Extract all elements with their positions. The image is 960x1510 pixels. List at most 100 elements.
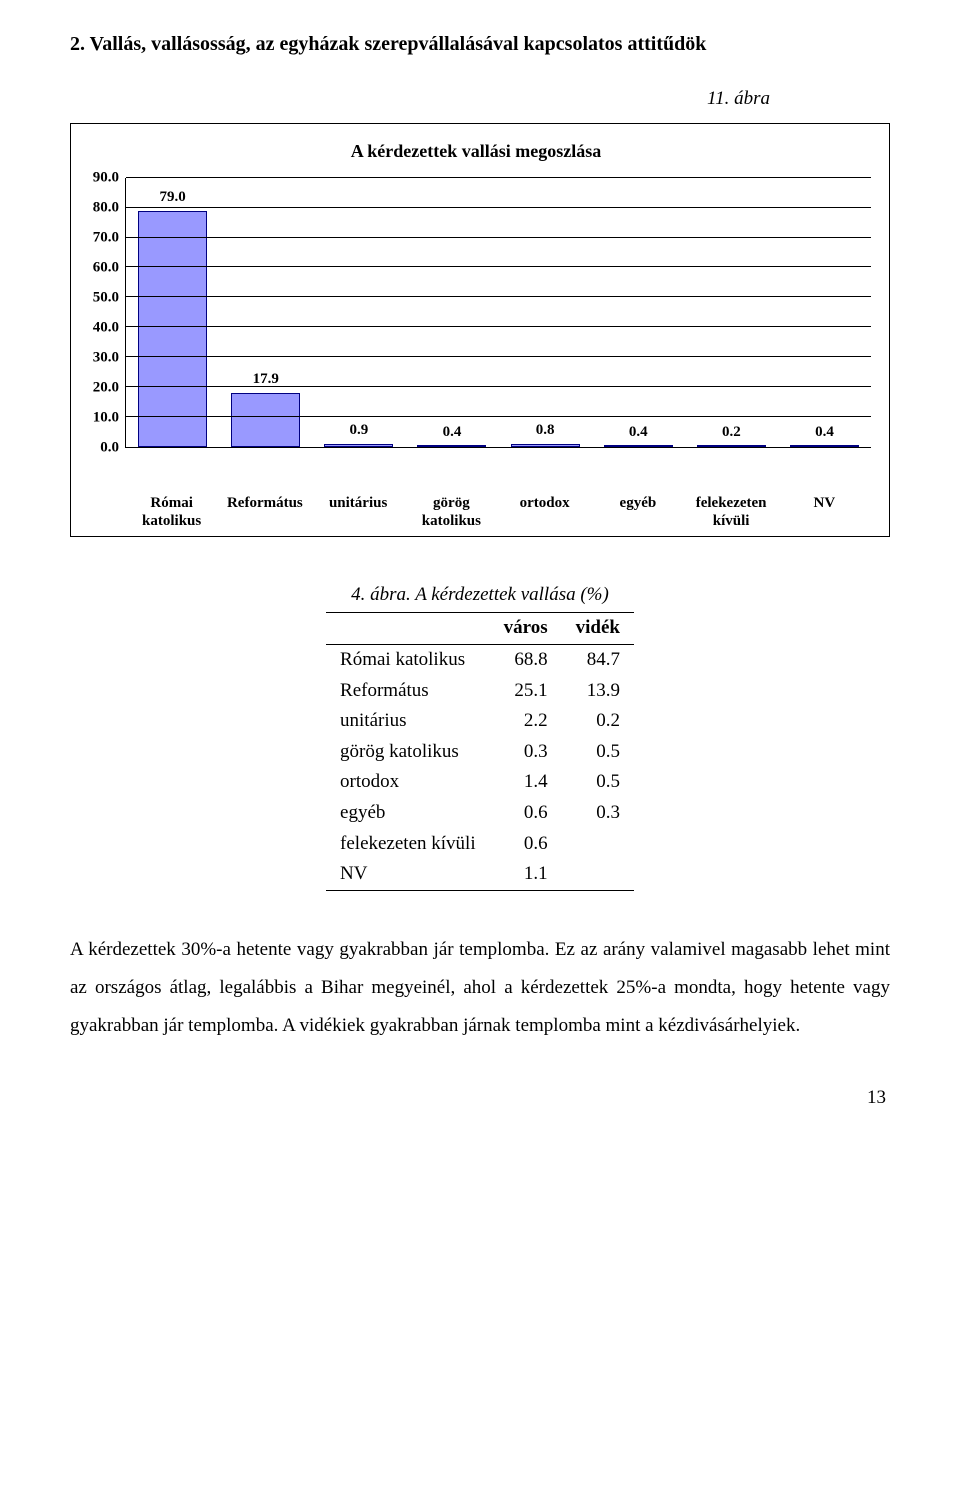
table-row: Római katolikus68.884.7 — [326, 644, 634, 675]
table-cell-country — [562, 859, 634, 890]
table-cell-country — [562, 829, 634, 860]
chart-gridline — [126, 237, 871, 238]
chart-x-label: görögkatolikus — [405, 488, 498, 530]
chart-gridline — [126, 177, 871, 178]
chart-x-label: unitárius — [312, 488, 405, 530]
table-cell-city: 0.6 — [490, 798, 562, 829]
chart-bar — [138, 211, 207, 447]
chart-bar — [324, 444, 393, 447]
chart-x-label: egyéb — [591, 488, 684, 530]
table-cell-city: 1.1 — [490, 859, 562, 890]
chart-bar-slot: 0.8 — [499, 178, 592, 447]
table-header-row: város vidék — [326, 613, 634, 645]
table-cell-label: egyéb — [326, 798, 490, 829]
chart-x-label: felekezetenkívüli — [685, 488, 778, 530]
chart-gridline — [126, 207, 871, 208]
chart-plot: 79.0 17.9 0.9 0.4 0.8 0.4 0.2 0.4 — [125, 178, 871, 448]
chart-gridline — [126, 356, 871, 357]
chart-bar — [697, 445, 766, 447]
chart-x-label: NV — [778, 488, 871, 530]
table-header-country: vidék — [562, 613, 634, 645]
section-title: 2. Vallás, vallásosság, az egyházak szer… — [70, 30, 890, 58]
chart-x-label: Református — [218, 488, 311, 530]
chart-gridline — [126, 326, 871, 327]
chart-bar — [604, 445, 673, 447]
chart-bar-value: 17.9 — [253, 369, 279, 390]
chart-bar-value: 0.2 — [722, 422, 741, 443]
table-cell-country: 84.7 — [562, 644, 634, 675]
table-cell-country: 13.9 — [562, 676, 634, 707]
chart-y-tick: 80.0 — [93, 197, 119, 218]
chart-bars: 79.0 17.9 0.9 0.4 0.8 0.4 0.2 0.4 — [126, 178, 871, 447]
table-row: NV1.1 — [326, 859, 634, 890]
table-cell-city: 68.8 — [490, 644, 562, 675]
table-cell-city: 0.3 — [490, 737, 562, 768]
table-cell-label: unitárius — [326, 706, 490, 737]
figure-label: 11. ábra — [70, 86, 890, 113]
chart-bar-value: 79.0 — [159, 187, 185, 208]
chart-gridline — [126, 296, 871, 297]
chart-gridline — [126, 386, 871, 387]
table-cell-label: görög katolikus — [326, 737, 490, 768]
chart-bar-slot: 0.9 — [312, 178, 405, 447]
table-cell-country: 0.3 — [562, 798, 634, 829]
body-paragraph: A kérdezettek 30%-a hetente vagy gyakrab… — [70, 931, 890, 1045]
table-cell-label: Református — [326, 676, 490, 707]
chart-bar-slot: 17.9 — [219, 178, 312, 447]
chart-bar-slot: 0.4 — [778, 178, 871, 447]
chart-y-tick: 10.0 — [93, 407, 119, 428]
chart-x-label: Rómaikatolikus — [125, 488, 218, 530]
table-row: ortodox1.40.5 — [326, 767, 634, 798]
page-number: 13 — [70, 1085, 890, 1112]
chart-bar-value: 0.9 — [349, 420, 368, 441]
table-cell-country: 0.5 — [562, 737, 634, 768]
table-row: egyéb0.60.3 — [326, 798, 634, 829]
table-cell-country: 0.5 — [562, 767, 634, 798]
chart-bar-value: 0.8 — [536, 420, 555, 441]
chart-y-tick: 30.0 — [93, 347, 119, 368]
chart-bar-slot: 79.0 — [126, 178, 219, 447]
table-row: felekezeten kívüli0.6 — [326, 829, 634, 860]
chart-y-axis: 0.010.020.030.040.050.060.070.080.090.0 — [81, 178, 125, 448]
chart-bar — [511, 444, 580, 446]
table-row: Református25.113.9 — [326, 676, 634, 707]
table-cell-city: 25.1 — [490, 676, 562, 707]
chart-bar — [231, 393, 300, 447]
chart-y-tick: 0.0 — [100, 437, 119, 458]
chart-y-tick: 90.0 — [93, 167, 119, 188]
data-table: város vidék Római katolikus68.884.7Refor… — [326, 612, 634, 890]
chart-y-tick: 50.0 — [93, 287, 119, 308]
chart-bar — [417, 445, 486, 447]
table-cell-label: felekezeten kívüli — [326, 829, 490, 860]
chart-bar-value: 0.4 — [629, 422, 648, 443]
table-cell-country: 0.2 — [562, 706, 634, 737]
table-cell-label: Római katolikus — [326, 644, 490, 675]
chart-container: A kérdezettek vallási megoszlása 0.0 10.0… — [70, 123, 890, 537]
chart-gridline — [126, 266, 871, 267]
table-caption: 4. ábra. A kérdezettek vallása (%) — [326, 582, 634, 609]
chart-gridline — [126, 416, 871, 417]
table-header-city: város — [490, 613, 562, 645]
table-section: 4. ábra. A kérdezettek vallása (%) város… — [70, 582, 890, 891]
table-cell-label: NV — [326, 859, 490, 890]
chart-bar-slot: 0.4 — [405, 178, 498, 447]
table-row: görög katolikus0.30.5 — [326, 737, 634, 768]
chart-bar-value: 0.4 — [815, 422, 834, 443]
chart-y-tick: 70.0 — [93, 227, 119, 248]
chart-y-tick: 20.0 — [93, 377, 119, 398]
table-row: unitárius2.20.2 — [326, 706, 634, 737]
chart-plot-area: 0.010.020.030.040.050.060.070.080.090.0 … — [81, 178, 871, 488]
chart-y-tick: 60.0 — [93, 257, 119, 278]
chart-title: A kérdezettek vallási megoszlása — [81, 139, 871, 164]
chart-x-labels: RómaikatolikusReformátusunitáriusgörögka… — [125, 488, 871, 530]
table-cell-city: 0.6 — [490, 829, 562, 860]
table-cell-city: 1.4 — [490, 767, 562, 798]
chart-x-label: ortodox — [498, 488, 591, 530]
chart-bar-slot: 0.4 — [592, 178, 685, 447]
table-header-blank — [326, 613, 490, 645]
chart-y-tick: 40.0 — [93, 317, 119, 338]
chart-bar-value: 0.4 — [443, 422, 462, 443]
chart-bar-slot: 0.2 — [685, 178, 778, 447]
table-cell-city: 2.2 — [490, 706, 562, 737]
chart-bar — [790, 445, 859, 447]
